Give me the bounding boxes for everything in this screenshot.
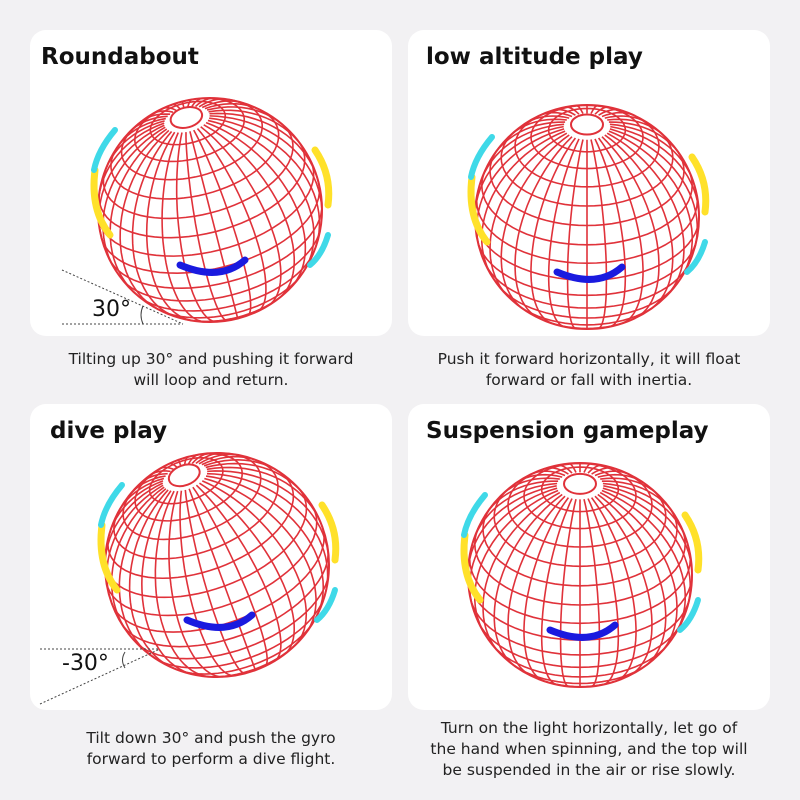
panel-title: Suspension gameplay <box>426 418 709 444</box>
gyro-ball-illustration <box>90 96 333 323</box>
panel-caption: Tilting up 30° and pushing it forward wi… <box>68 350 354 389</box>
panel-title: low altitude play <box>426 44 643 70</box>
angle-label: 30° <box>92 297 131 322</box>
panel-title: dive play <box>50 418 168 444</box>
gyro-ball-illustration <box>467 104 710 330</box>
panel-caption: Turn on the light horizontally, let go o… <box>430 719 748 779</box>
gyro-ball-illustration <box>97 452 340 678</box>
tilt-angle-lines <box>61 269 184 325</box>
panel-title: Roundabout <box>41 44 199 70</box>
gyro-ball-illustration <box>460 462 703 688</box>
tilt-angle-lines <box>39 648 161 705</box>
panel-caption: Tilt down 30° and push the gyro forward … <box>86 729 336 768</box>
panel-suspension <box>408 404 770 710</box>
angle-label: -30° <box>62 651 109 676</box>
panel-caption: Push it forward horizontally, it will fl… <box>437 350 741 389</box>
